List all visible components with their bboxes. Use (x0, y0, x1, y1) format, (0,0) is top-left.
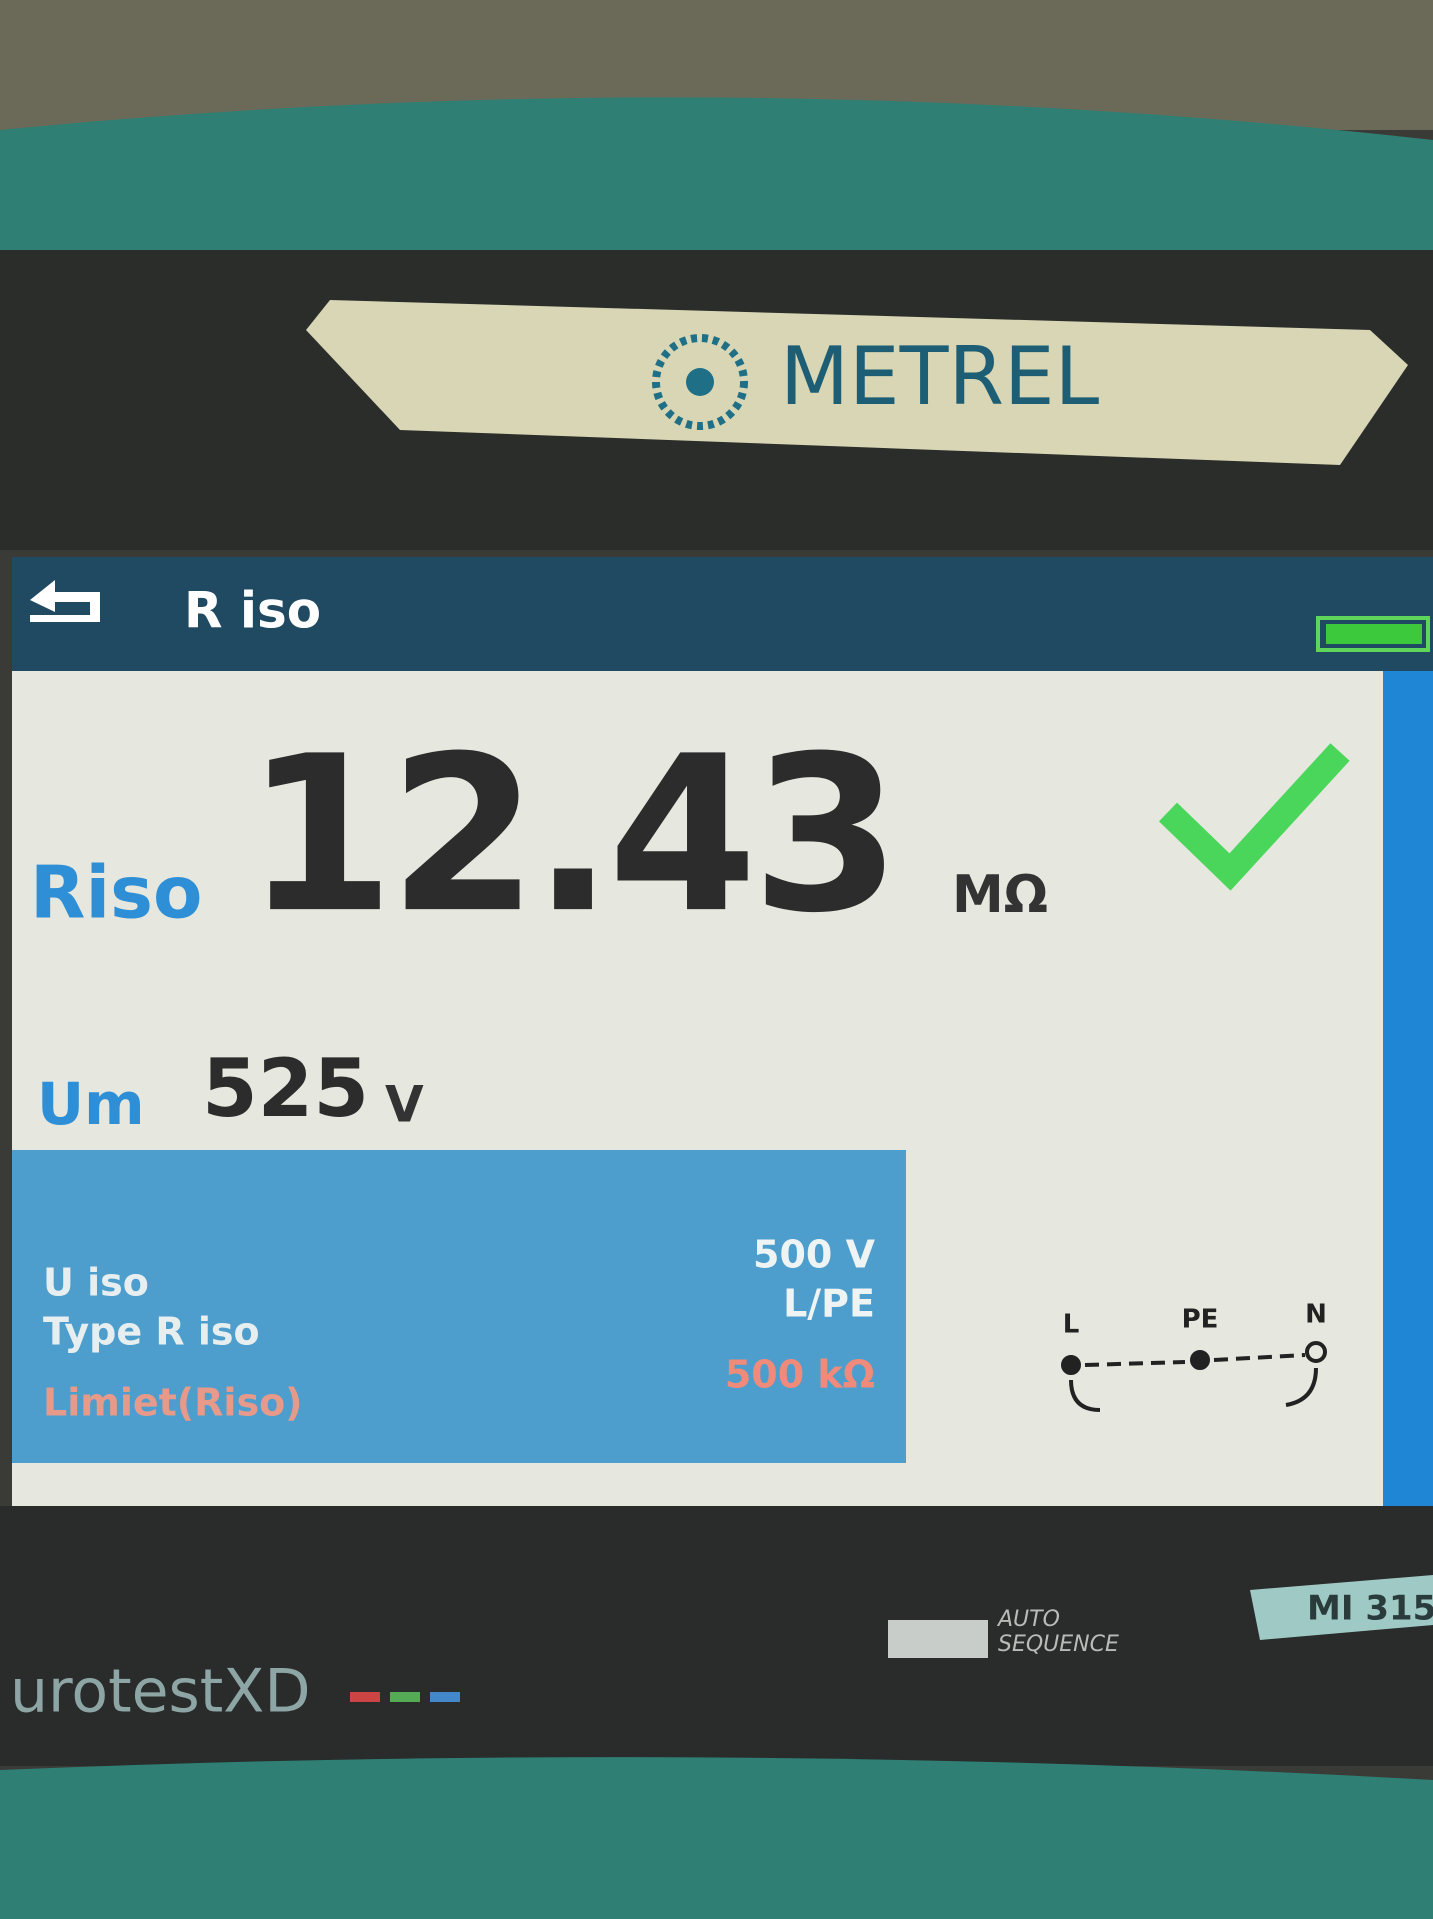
model: MI 315 (1307, 1589, 1433, 1629)
param-label: Type R iso (43, 1310, 260, 1354)
measured-label: Um (37, 1070, 145, 1138)
side-panel (1383, 671, 1433, 1506)
terminal-label: L (1063, 1310, 1080, 1340)
result-label: Riso (30, 851, 202, 935)
product-stripe (350, 1692, 380, 1702)
measured-unit: V (385, 1076, 424, 1134)
result-unit: MΩ (952, 865, 1048, 925)
screen-title: R iso (184, 582, 321, 640)
param-value: 500 V (753, 1233, 876, 1277)
battery-level (1326, 624, 1422, 644)
auto-sequence-line1: AUTO (996, 1607, 1060, 1632)
page: METREL R iso Riso 12.43 MΩ Um 525 V U is… (0, 0, 1433, 1919)
device-lower (0, 1506, 1433, 1766)
auto-sequence-icon (888, 1620, 988, 1658)
param-label: U iso (43, 1261, 149, 1305)
product-name: urotestXD (10, 1657, 311, 1727)
terminal-label: PE (1182, 1305, 1219, 1335)
brand: METREL (780, 330, 1100, 423)
device-bottom-band (0, 1757, 1433, 1919)
param-value: 500 kΩ (725, 1353, 875, 1397)
product-stripe (430, 1692, 460, 1702)
param-label: Limiet(Riso) (43, 1381, 303, 1425)
terminal-label: N (1305, 1300, 1327, 1330)
result-value: 12.43 (245, 709, 895, 960)
param-value: L/PE (783, 1282, 875, 1326)
measured-value: 525 (202, 1042, 369, 1135)
auto-sequence-line2: SEQUENCE (998, 1632, 1119, 1657)
photo: METREL R iso Riso 12.43 MΩ Um 525 V U is… (0, 0, 1433, 1919)
product-stripe (390, 1692, 420, 1702)
